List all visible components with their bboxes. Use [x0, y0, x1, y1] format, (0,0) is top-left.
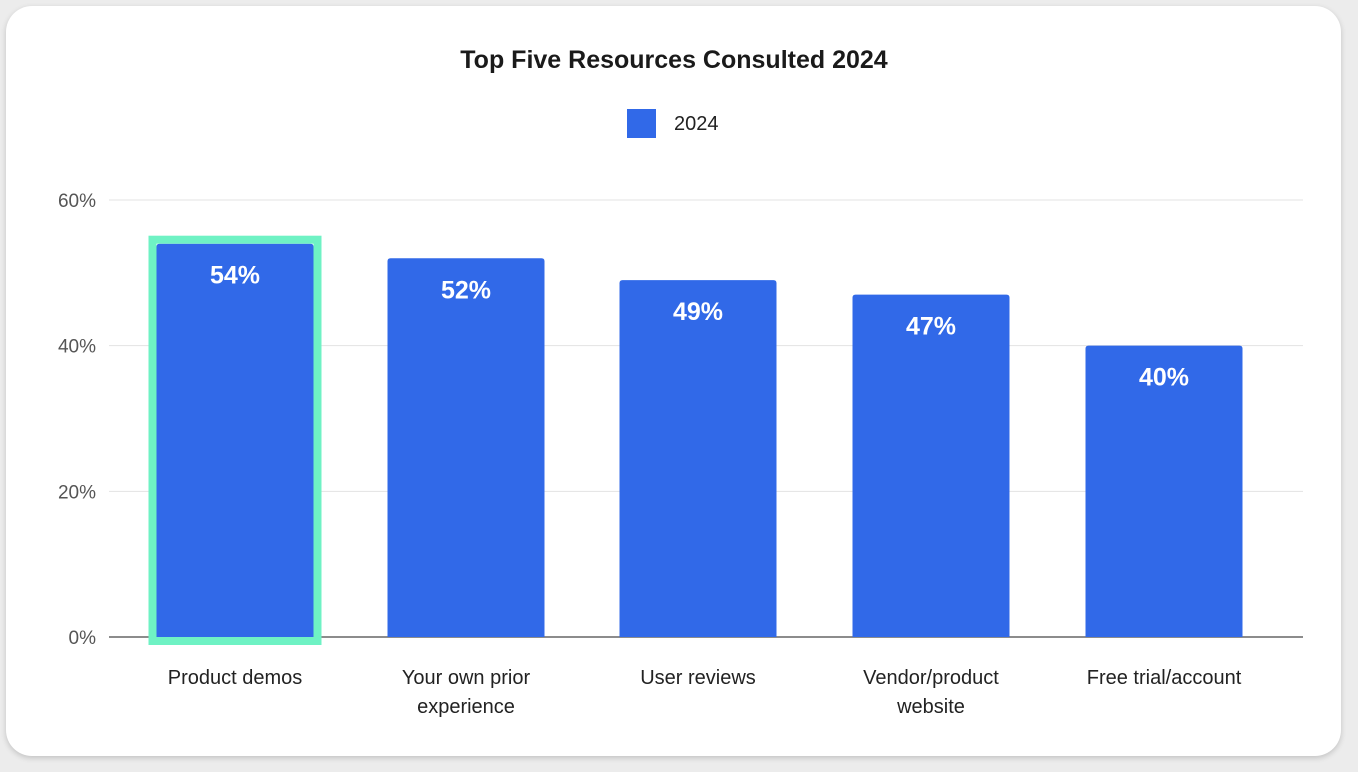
bar-chart: Top Five Resources Consulted 2024 2024 0… — [58, 46, 1303, 718]
data-label: 49% — [673, 298, 723, 326]
category-label: experience — [417, 696, 515, 718]
x-axis-categories: Product demos Your own prior experience Use… — [168, 667, 1242, 718]
bar — [387, 258, 545, 637]
legend-label: 2024 — [674, 113, 719, 135]
legend: 2024 — [627, 109, 719, 138]
y-tick-label: 40% — [58, 337, 96, 358]
category-label: Free trial/account — [1087, 667, 1242, 689]
y-tick-label: 0% — [69, 628, 97, 649]
chart-title: Top Five Resources Consulted 2024 — [460, 46, 888, 74]
bars — [148, 235, 1243, 645]
bar — [156, 243, 314, 637]
data-label: 40% — [1139, 364, 1189, 392]
category-label: Product demos — [168, 667, 303, 689]
bar — [1085, 345, 1243, 637]
data-labels: 54% 52% 49% 47% 40% — [210, 262, 1189, 392]
y-axis-ticks: 0% 20% 40% 60% — [58, 191, 96, 649]
y-tick-label: 60% — [58, 191, 96, 212]
category-label: Vendor/product — [863, 667, 999, 689]
data-label: 47% — [906, 313, 956, 341]
data-label: 54% — [210, 262, 260, 290]
category-label: Your own prior — [402, 667, 531, 689]
chart-card: Top Five Resources Consulted 2024 2024 0… — [6, 6, 1341, 756]
data-label: 52% — [441, 276, 491, 304]
bar-highlight-outline — [148, 235, 322, 645]
category-label: User reviews — [640, 667, 756, 689]
y-tick-label: 20% — [58, 482, 96, 503]
legend-swatch — [627, 109, 656, 138]
bar — [619, 280, 777, 637]
bar — [852, 294, 1010, 637]
category-label: website — [896, 696, 965, 718]
